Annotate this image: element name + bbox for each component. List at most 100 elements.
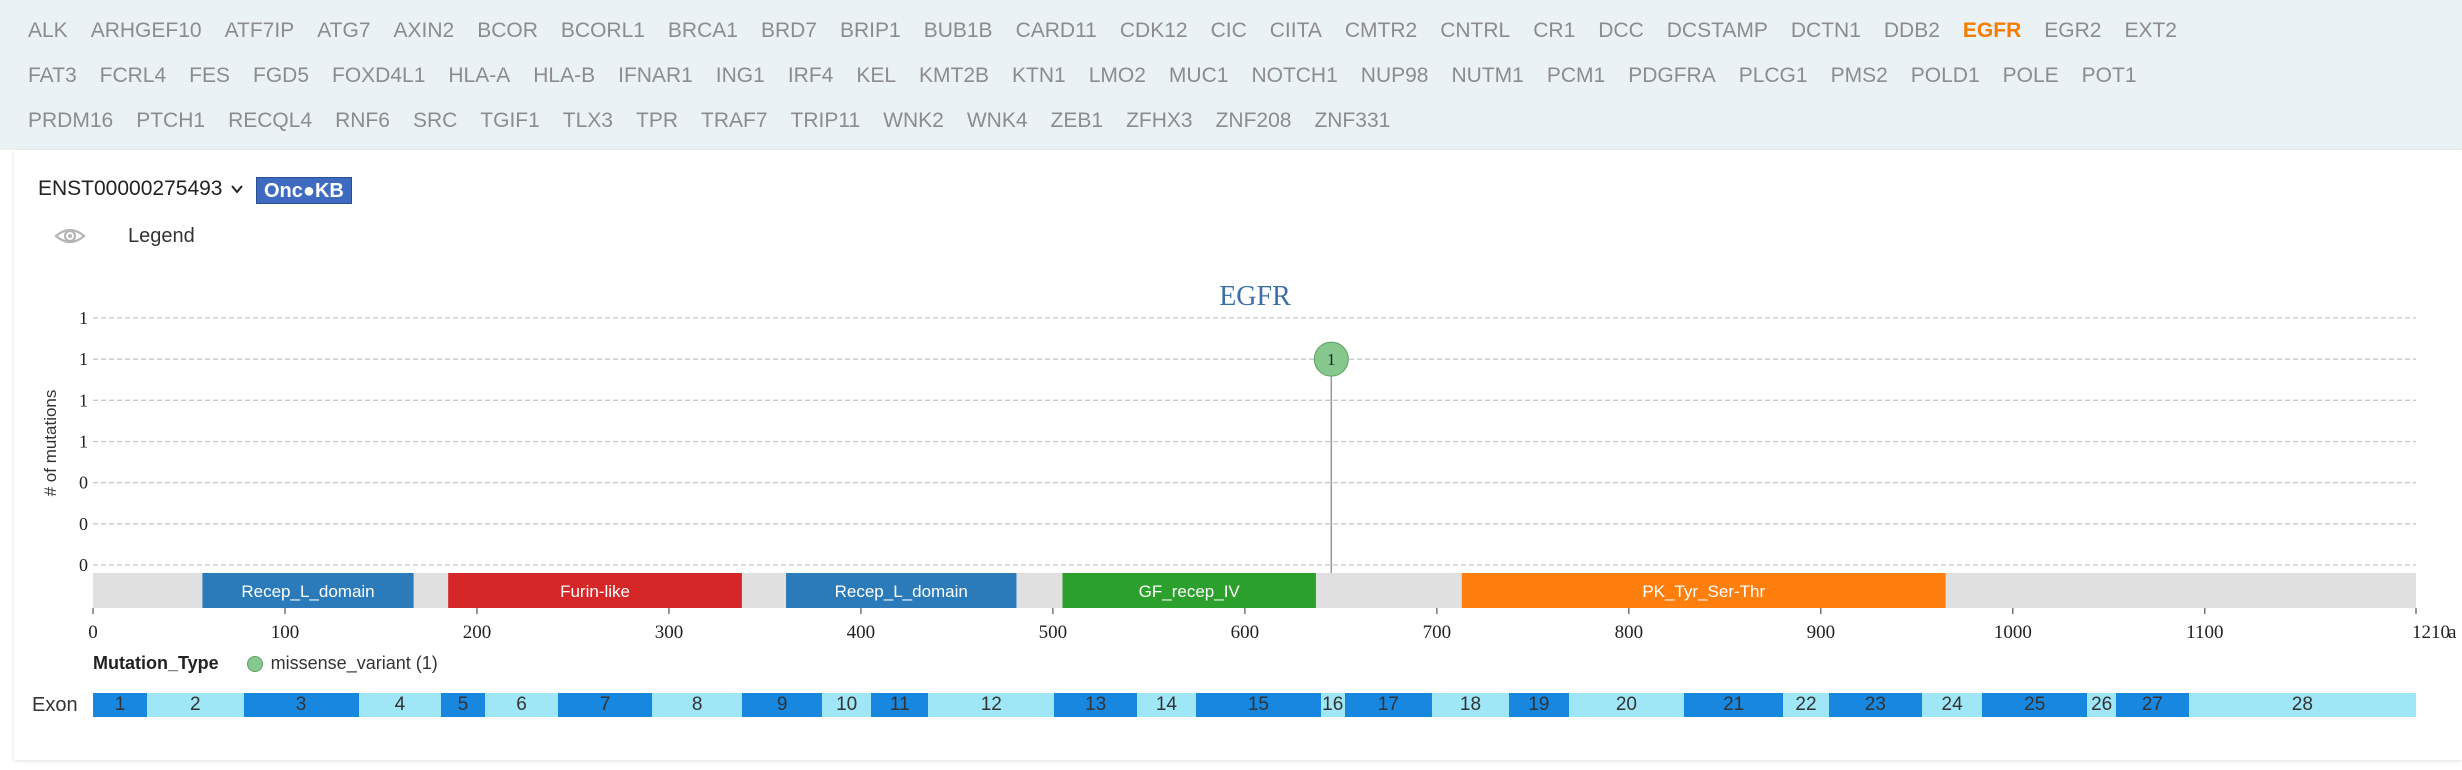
- mutation-legend-entry-missense[interactable]: missense_variant (1): [246, 653, 438, 674]
- gene-link-cr1[interactable]: CR1: [1533, 19, 1576, 42]
- gene-link-ddb2[interactable]: DDB2: [1883, 19, 1940, 42]
- gene-link-cdk12[interactable]: CDK12: [1119, 19, 1188, 42]
- exon-28[interactable]: 28: [2188, 693, 2416, 717]
- exon-11[interactable]: 11: [871, 693, 929, 717]
- gene-link-wnk2[interactable]: WNK2: [883, 109, 944, 132]
- gene-link-ciita[interactable]: CIITA: [1269, 19, 1322, 42]
- gene-link-zfhx3[interactable]: ZFHX3: [1126, 109, 1193, 132]
- gene-link-muc1[interactable]: MUC1: [1168, 64, 1229, 87]
- domain-recep_l_domain[interactable]: [786, 573, 1017, 608]
- gene-link-ptch1[interactable]: PTCH1: [136, 109, 206, 132]
- legend-toggle[interactable]: Legend: [54, 224, 195, 248]
- oncokb-badge[interactable]: Onc●KB: [256, 177, 352, 204]
- exon-14[interactable]: 14: [1136, 693, 1196, 717]
- domain-furin-like[interactable]: [448, 573, 742, 608]
- exon-5[interactable]: 5: [441, 693, 485, 717]
- gene-link-ktn1[interactable]: KTN1: [1012, 64, 1066, 87]
- gene-link-pole[interactable]: POLE: [2002, 64, 2059, 87]
- gene-link-rnf6[interactable]: RNF6: [335, 109, 390, 132]
- gene-link-nup98[interactable]: NUP98: [1360, 64, 1429, 87]
- gene-link-atg7[interactable]: ATG7: [317, 19, 371, 42]
- exon-17[interactable]: 17: [1344, 693, 1433, 717]
- gene-link-pdgfra[interactable]: PDGFRA: [1628, 64, 1716, 87]
- exon-2[interactable]: 2: [147, 693, 244, 717]
- exon-27[interactable]: 27: [2115, 693, 2189, 717]
- gene-link-egr2[interactable]: EGR2: [2044, 19, 2102, 42]
- gene-link-tgif1[interactable]: TGIF1: [480, 109, 540, 132]
- gene-link-axin2[interactable]: AXIN2: [393, 19, 455, 42]
- gene-link-bub1b[interactable]: BUB1B: [923, 19, 993, 42]
- gene-link-dcc[interactable]: DCC: [1598, 19, 1644, 42]
- gene-link-brip1[interactable]: BRIP1: [839, 19, 901, 42]
- gene-link-egfr[interactable]: EGFR: [1962, 19, 2022, 42]
- gene-link-hla-a[interactable]: HLA-A: [448, 64, 511, 87]
- exon-12[interactable]: 12: [928, 693, 1055, 717]
- gene-link-fat3[interactable]: FAT3: [28, 64, 77, 87]
- exon-19[interactable]: 19: [1508, 693, 1569, 717]
- gene-link-znf331[interactable]: ZNF331: [1314, 109, 1391, 132]
- exon-18[interactable]: 18: [1432, 693, 1509, 717]
- exon-26[interactable]: 26: [2087, 693, 2116, 717]
- gene-link-tpr[interactable]: TPR: [636, 109, 678, 132]
- gene-link-plcg1[interactable]: PLCG1: [1738, 64, 1808, 87]
- domain-recep_l_domain[interactable]: [202, 573, 414, 608]
- gene-link-pms2[interactable]: PMS2: [1830, 64, 1888, 87]
- gene-link-alk[interactable]: ALK: [28, 19, 68, 42]
- gene-link-recql4[interactable]: RECQL4: [228, 109, 313, 132]
- gene-link-fgd5[interactable]: FGD5: [253, 64, 310, 87]
- exon-23[interactable]: 23: [1828, 693, 1923, 717]
- exon-6[interactable]: 6: [484, 693, 559, 717]
- gene-link-pot1[interactable]: POT1: [2081, 64, 2137, 87]
- gene-link-card11[interactable]: CARD11: [1015, 19, 1097, 42]
- gene-link-irf4[interactable]: IRF4: [787, 64, 834, 87]
- gene-link-arhgef10[interactable]: ARHGEF10: [90, 19, 202, 42]
- gene-link-brca1[interactable]: BRCA1: [667, 19, 738, 42]
- gene-link-ifnar1[interactable]: IFNAR1: [618, 64, 693, 87]
- gene-link-kel[interactable]: KEL: [856, 64, 897, 87]
- gene-link-wnk4[interactable]: WNK4: [966, 109, 1028, 132]
- gene-link-cmtr2[interactable]: CMTR2: [1344, 19, 1418, 42]
- exon-22[interactable]: 22: [1783, 693, 1829, 717]
- exon-1[interactable]: 1: [93, 693, 148, 717]
- gene-link-foxd4l1[interactable]: FOXD4L1: [332, 64, 426, 87]
- gene-link-dctn1[interactable]: DCTN1: [1790, 19, 1861, 42]
- exon-10[interactable]: 10: [822, 693, 872, 717]
- gene-link-bcorl1[interactable]: BCORL1: [560, 19, 645, 42]
- gene-link-ing1[interactable]: ING1: [715, 64, 765, 87]
- exon-8[interactable]: 8: [651, 693, 743, 717]
- gene-link-lmo2[interactable]: LMO2: [1088, 64, 1146, 87]
- gene-link-brd7[interactable]: BRD7: [760, 19, 817, 42]
- gene-link-znf208[interactable]: ZNF208: [1215, 109, 1292, 132]
- gene-link-nutm1[interactable]: NUTM1: [1451, 64, 1524, 87]
- exon-20[interactable]: 20: [1568, 693, 1684, 717]
- gene-link-src[interactable]: SRC: [412, 109, 458, 132]
- gene-link-atf7ip[interactable]: ATF7IP: [224, 19, 295, 42]
- domain-gf_recep_iv[interactable]: [1062, 573, 1316, 608]
- gene-link-pcm1[interactable]: PCM1: [1546, 64, 1606, 87]
- transcript-dropdown[interactable]: ENST00000275493: [38, 177, 244, 201]
- gene-link-prdm16[interactable]: PRDM16: [28, 109, 114, 132]
- exon-7[interactable]: 7: [558, 693, 652, 717]
- gene-link-fcrl4[interactable]: FCRL4: [99, 64, 167, 87]
- gene-link-ext2[interactable]: EXT2: [2124, 19, 2177, 42]
- domain-pk_tyr_ser-thr[interactable]: [1461, 573, 1946, 608]
- gene-link-zeb1[interactable]: ZEB1: [1050, 109, 1104, 132]
- exon-4[interactable]: 4: [358, 693, 442, 717]
- gene-link-tlx3[interactable]: TLX3: [562, 109, 613, 132]
- gene-link-cntrl[interactable]: CNTRL: [1440, 19, 1511, 42]
- gene-link-kmt2b[interactable]: KMT2B: [919, 64, 990, 87]
- exon-16[interactable]: 16: [1320, 693, 1345, 717]
- gene-link-notch1[interactable]: NOTCH1: [1251, 64, 1338, 87]
- exon-15[interactable]: 15: [1195, 693, 1321, 717]
- exon-9[interactable]: 9: [742, 693, 823, 717]
- exon-21[interactable]: 21: [1683, 693, 1784, 717]
- gene-link-dcstamp[interactable]: DCSTAMP: [1666, 19, 1768, 42]
- gene-link-bcor[interactable]: BCOR: [477, 19, 538, 42]
- exon-25[interactable]: 25: [1982, 693, 2088, 717]
- exon-3[interactable]: 3: [243, 693, 359, 717]
- gene-link-pold1[interactable]: POLD1: [1910, 64, 1980, 87]
- gene-link-hla-b[interactable]: HLA-B: [533, 64, 596, 87]
- mutation-lollipop-head[interactable]: [1313, 341, 1349, 377]
- exon-24[interactable]: 24: [1922, 693, 1983, 717]
- gene-link-fes[interactable]: FES: [189, 64, 230, 87]
